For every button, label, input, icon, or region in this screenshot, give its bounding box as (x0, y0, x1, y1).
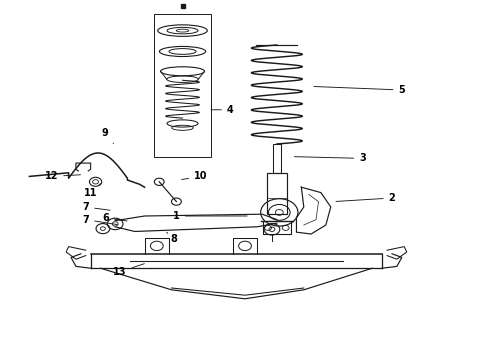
Text: 6: 6 (102, 213, 127, 223)
Text: 9: 9 (102, 128, 114, 144)
Text: 10: 10 (182, 171, 208, 181)
Bar (267, 174, 287, 214)
Text: 7: 7 (82, 202, 110, 212)
Text: 12: 12 (45, 171, 80, 181)
Text: 13: 13 (113, 264, 145, 277)
Text: 5: 5 (314, 85, 405, 95)
Text: 11: 11 (84, 184, 100, 198)
Text: 7: 7 (82, 215, 117, 225)
Text: 4: 4 (211, 105, 234, 115)
Text: 3: 3 (294, 153, 366, 163)
Bar (154, 14, 211, 157)
Bar (273, 144, 281, 174)
Text: 1: 1 (173, 211, 247, 221)
Text: 2: 2 (336, 193, 395, 203)
Text: 8: 8 (167, 232, 177, 244)
